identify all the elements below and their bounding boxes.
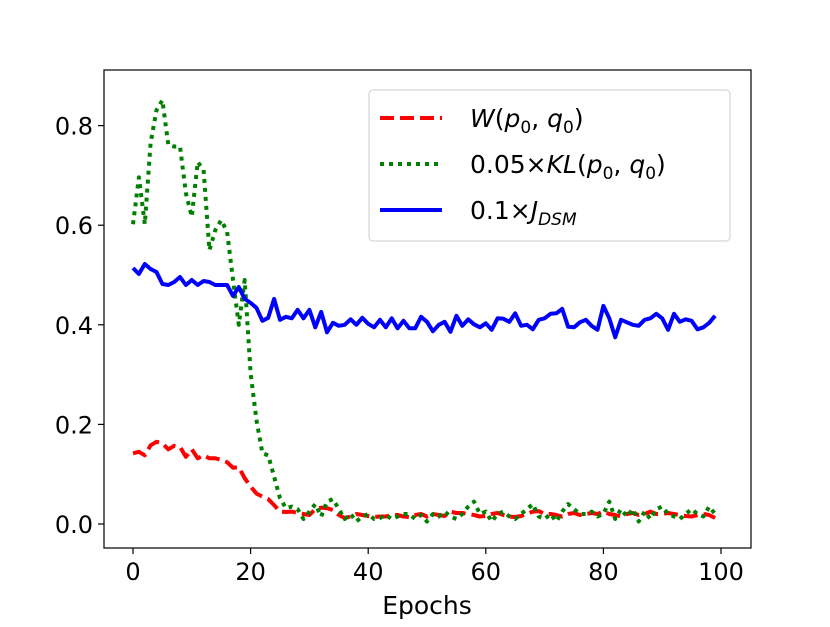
- x-tick-label: 40: [353, 558, 384, 586]
- x-tick-label: 0: [125, 558, 140, 586]
- legend: W(p0​, q0​) 0.05×KL(p0​, q0​) 0.1×JDSM​: [368, 89, 731, 242]
- y-tick-label: 0.8: [55, 113, 93, 141]
- x-axis-label: Epochs: [382, 591, 472, 620]
- legend-box: [368, 89, 731, 242]
- y-tick-label: 0.2: [55, 411, 93, 439]
- series-line-1: [132, 439, 717, 520]
- legend-label-2: 0.05×KL(p0​, q0​): [470, 150, 666, 184]
- y-tick-label: 0.0: [55, 511, 93, 539]
- legend-label-1: W(p0​, q0​): [470, 104, 584, 138]
- series-layer: [131, 98, 717, 524]
- x-tick-label: 60: [471, 558, 502, 586]
- y-tick-label: 0.6: [55, 212, 93, 240]
- ticks-layer: 0 20 40 60 80 100 0.0 0.2 0.4 0.6 0.8: [55, 113, 744, 586]
- x-tick-label: 100: [698, 558, 744, 586]
- y-tick-label: 0.4: [55, 312, 93, 340]
- legend-label-3: 0.1×JDSM​: [470, 196, 577, 230]
- x-tick-label: 20: [235, 558, 266, 586]
- x-tick-label: 80: [588, 558, 619, 586]
- plot-frame: [103, 69, 752, 549]
- series-line-3: [131, 262, 717, 340]
